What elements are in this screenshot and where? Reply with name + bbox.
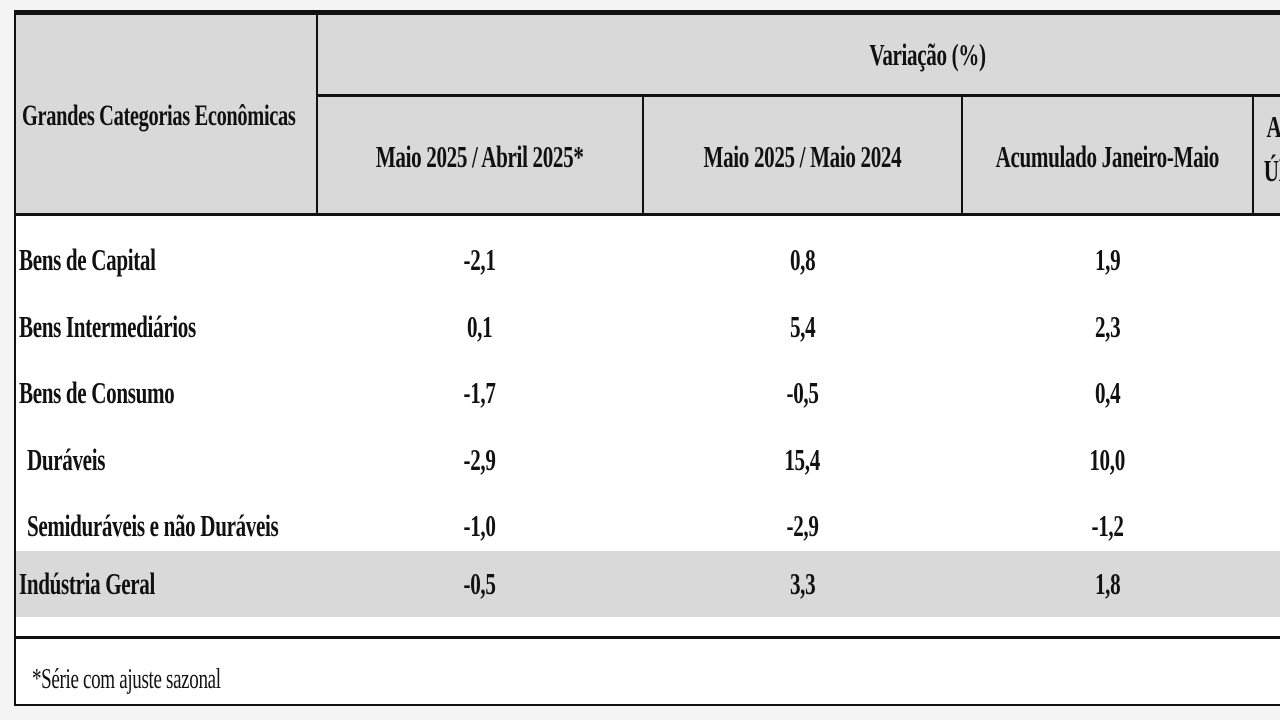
value-cell: 2,3 <box>963 294 1252 360</box>
value-cell: -2,9 <box>318 427 642 493</box>
row-label: Bens de Consumo <box>19 360 315 426</box>
divider <box>642 96 644 216</box>
value-cell-text: 10,0 <box>1089 441 1126 477</box>
value-cell: -0,5 <box>644 360 961 426</box>
value-cell: 15,4 <box>644 427 961 493</box>
value-cell-text: 1,9 <box>1094 242 1121 277</box>
value-cell: 0,4 <box>963 360 1252 426</box>
value-cell: 5,4 <box>644 294 961 360</box>
divider <box>1252 96 1254 216</box>
row-label-text: Indústria Geral <box>19 566 156 601</box>
value-cell: 0,8 <box>644 227 961 293</box>
value-cell-text: -0,5 <box>463 566 496 601</box>
row-label-text: Bens de Capital <box>19 242 156 277</box>
header-text: A <box>1266 109 1280 144</box>
row-label-text: Semiduráveis e não Duráveis <box>27 508 279 543</box>
value-cell-text: -1,0 <box>463 508 496 543</box>
value-cell-text: -2,1 <box>463 242 496 277</box>
value-cell: -2,1 <box>318 227 642 293</box>
value-cell-text: -0,5 <box>786 375 819 410</box>
header-text: Úl <box>1263 153 1280 188</box>
column-header: Maio 2025 / Maio 2024 <box>644 97 961 216</box>
divider <box>316 15 318 216</box>
value-cell-text: 2,3 <box>1094 308 1121 344</box>
value-cell-text: 0,8 <box>789 242 816 277</box>
column-header-text: Maio 2025 / Abril 2025* <box>376 138 584 174</box>
footnote: *Série com ajuste sazonal <box>32 664 221 695</box>
value-cell: 1,9 <box>963 227 1252 293</box>
header-cell: Grandes Categorias Econômicas <box>22 15 322 216</box>
value-cell-text: -1,2 <box>1091 508 1124 543</box>
value-cell: -0,5 <box>318 551 642 617</box>
column-header: Maio 2025 / Abril 2025* <box>318 97 642 216</box>
row-label: Bens Intermediários <box>19 294 315 360</box>
header-bg <box>16 15 1280 216</box>
divider <box>961 96 963 216</box>
value-cell-text: 3,3 <box>789 566 816 601</box>
value-cell-text: 15,4 <box>784 441 821 477</box>
value-cell: -1,0 <box>318 493 642 559</box>
row-label: Bens de Capital <box>19 227 315 293</box>
value-cell-text: -2,9 <box>463 441 496 477</box>
row-label-text: Duráveis <box>27 441 106 477</box>
value-cell-text: 1,8 <box>1094 566 1121 601</box>
header-cell: A Úl <box>1254 108 1280 208</box>
value-cell-text: -2,9 <box>786 508 819 543</box>
value-cell: -1,7 <box>318 360 642 426</box>
row-label: Duráveis <box>27 427 323 493</box>
divider <box>316 94 1280 97</box>
divider <box>16 636 1280 639</box>
header-text: Variação (%) <box>869 37 987 72</box>
header-cell: Variação (%) <box>318 15 1280 95</box>
row-label-text: Bens de Consumo <box>19 375 175 410</box>
footnote-cell: *Série com ajuste sazonal <box>32 650 632 710</box>
value-cell: 0,1 <box>318 294 642 360</box>
value-cell-text: 5,4 <box>789 308 816 344</box>
value-cell-text: 0,4 <box>1094 375 1121 410</box>
column-header-text: Acumulado Janeiro-Maio <box>995 138 1220 174</box>
value-cell-text: -1,7 <box>463 375 496 410</box>
row-label: Indústria Geral <box>19 551 315 617</box>
column-header: Acumulado Janeiro-Maio <box>963 97 1252 216</box>
value-cell: -1,2 <box>963 493 1252 559</box>
value-cell-text: 0,1 <box>467 308 493 344</box>
column-header-text: Maio 2025 / Maio 2024 <box>703 138 902 174</box>
value-cell: 10,0 <box>963 427 1252 493</box>
row-label: Semiduráveis e não Duráveis <box>27 493 323 559</box>
value-cell: -2,9 <box>644 493 961 559</box>
value-cell: 1,8 <box>963 551 1252 617</box>
value-cell: 3,3 <box>644 551 961 617</box>
header-text: Grandes Categorias Econômicas <box>22 98 296 132</box>
row-label-text: Bens Intermediários <box>19 308 196 344</box>
total-row-bg <box>16 551 1280 617</box>
